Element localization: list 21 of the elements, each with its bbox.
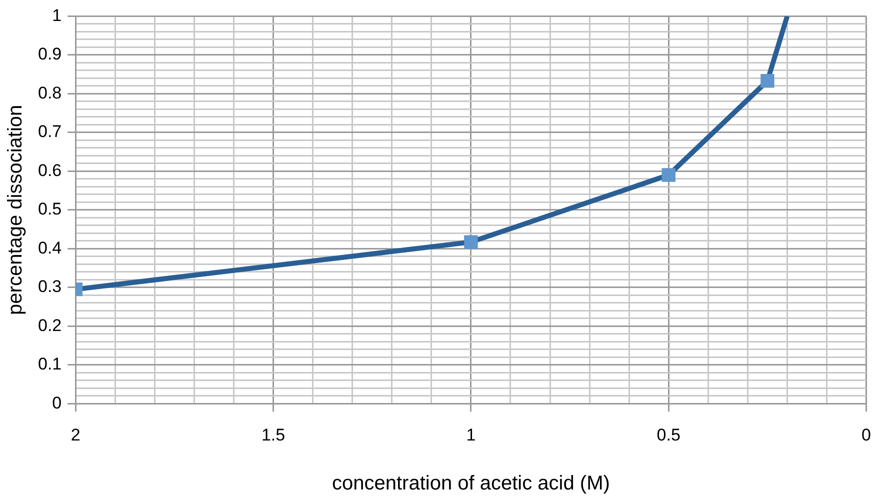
y-tick-label: 0.3 (38, 277, 62, 296)
y-tick-label: 1 (52, 6, 62, 25)
y-tick-label: 0.7 (38, 122, 62, 142)
x-tick-label: 0.5 (656, 425, 680, 444)
point (760, 74, 774, 88)
x-tick-label: 1.5 (261, 425, 286, 444)
y-tick-label: 0.9 (38, 44, 62, 64)
x-tick-label: 2 (70, 425, 80, 444)
y-tick-label: 0 (52, 393, 62, 412)
point (464, 235, 478, 249)
x-tick-label: 1 (466, 425, 476, 444)
y-tick-label: 0.5 (38, 200, 62, 219)
point (662, 168, 676, 182)
y-tick-label: 0.4 (38, 238, 62, 258)
x-tick-label: 0 (862, 425, 872, 444)
y-tick-label: 0.8 (38, 83, 62, 102)
y-tick-label: 0.1 (38, 354, 62, 374)
y-tick-label: 0.6 (38, 160, 62, 180)
y-tick-label: 0.2 (38, 316, 62, 335)
y-axis-title: percentage dissociation (4, 104, 27, 315)
x-axis-title: concentration of acetic acid (M) (332, 472, 610, 495)
